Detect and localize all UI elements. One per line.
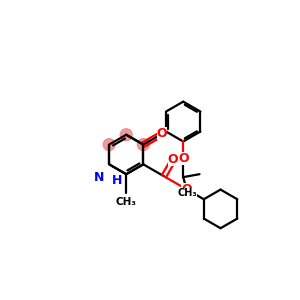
Text: O: O bbox=[157, 128, 167, 140]
Text: O: O bbox=[181, 183, 192, 196]
Text: CH₃: CH₃ bbox=[178, 188, 197, 199]
Circle shape bbox=[120, 129, 132, 141]
Circle shape bbox=[103, 139, 115, 151]
Text: H: H bbox=[112, 174, 122, 187]
Text: O: O bbox=[167, 153, 178, 166]
Text: CH₃: CH₃ bbox=[116, 197, 137, 207]
Text: O: O bbox=[178, 152, 188, 165]
Circle shape bbox=[137, 139, 149, 151]
Text: N: N bbox=[93, 171, 104, 184]
